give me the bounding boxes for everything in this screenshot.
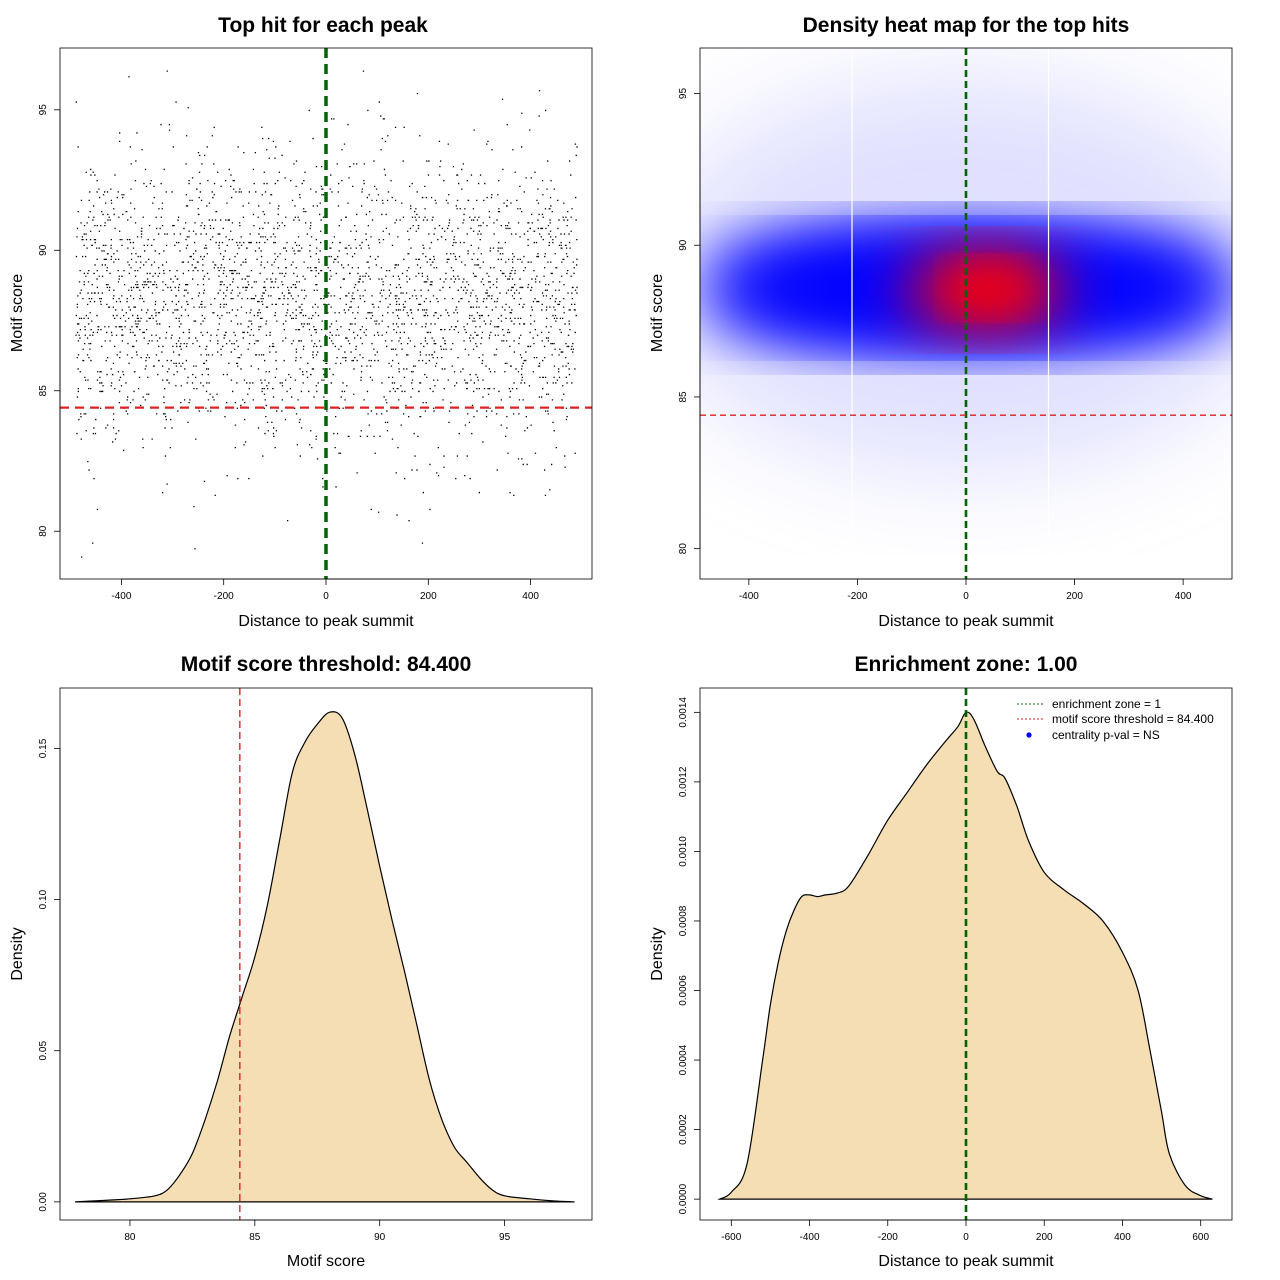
- y-tick-label: 0.0000: [678, 1183, 689, 1214]
- x-tick-label: 90: [374, 1232, 386, 1243]
- y-tick-label: 95: [678, 88, 689, 100]
- x-tick-label: -400: [111, 591, 131, 602]
- legend-label-centrality: centrality p-val = NS: [1052, 728, 1160, 742]
- legend-label-threshold: motif score threshold = 84.400: [1052, 712, 1214, 726]
- score-density-panel: Motif score threshold: 84.400 80 85 90 95 0…: [9, 653, 593, 1270]
- scatter-x-label: Distance to peak summit: [238, 613, 414, 630]
- x-tick-label: 85: [249, 1232, 261, 1243]
- x-tick-label: -200: [878, 1232, 898, 1243]
- scatter-point-cloud: [75, 70, 578, 558]
- x-tick-label: 200: [420, 591, 437, 602]
- y-tick-label: 90: [38, 244, 49, 256]
- distance-density-x-axis: -600 -400 -200 0 200 400 600: [721, 1219, 1209, 1243]
- x-tick-label: 0: [963, 1232, 969, 1243]
- heatmap-y-label: Motif score: [649, 274, 666, 352]
- scatter-title: Top hit for each peak: [218, 14, 428, 37]
- heatmap-title: Density heat map for the top hits: [803, 14, 1130, 37]
- score-density-title: Motif score threshold: 84.400: [181, 653, 472, 676]
- heatmap-x-axis: -400 -200 0 200 400: [739, 578, 1192, 602]
- y-tick-label: 0.10: [38, 889, 49, 909]
- y-tick-label: 80: [38, 525, 49, 537]
- score-density-x-label: Motif score: [287, 1253, 365, 1270]
- legend-blue-point: [1026, 732, 1032, 738]
- y-tick-label: 0.0004: [678, 1044, 689, 1075]
- y-tick-label: 80: [678, 543, 689, 555]
- scatter-y-label: Motif score: [9, 274, 26, 352]
- scatter-y-axis: 80 85 90 95: [38, 104, 61, 537]
- y-tick-label: 0.15: [38, 738, 49, 758]
- x-tick-label: 400: [522, 591, 539, 602]
- x-tick-label: 0: [323, 591, 329, 602]
- y-tick-label: 90: [678, 239, 689, 251]
- y-tick-label: 0.0006: [678, 975, 689, 1006]
- y-tick-label: 0.0014: [678, 697, 689, 728]
- y-tick-label: 0.05: [38, 1041, 49, 1061]
- scatter-x-axis: -400 -200 0 200 400: [111, 578, 539, 602]
- scatter-points: [75, 70, 578, 558]
- y-tick-label: 0.0010: [678, 836, 689, 867]
- legend-label-enrichment: enrichment zone = 1: [1052, 697, 1161, 711]
- distance-density-y-axis: 0.0000 0.0002 0.0004 0.0006 0.0008 0.0010 0.00…: [678, 697, 701, 1214]
- score-density-y-label: Density: [9, 927, 26, 980]
- score-density-x-axis: 80 85 90 95: [124, 1219, 511, 1243]
- distance-density-title: Enrichment zone: 1.00: [855, 653, 1078, 676]
- distance-density-panel: Enrichment zone: 1.00 -600 -400 -200 0 200 40…: [649, 653, 1233, 1270]
- y-tick-label: 0.0008: [678, 905, 689, 936]
- distance-density-y-label: Density: [649, 927, 666, 980]
- x-tick-label: -400: [800, 1232, 820, 1243]
- x-tick-label: 600: [1192, 1232, 1209, 1243]
- legend: enrichment zone = 1 motif score threshol…: [1017, 697, 1214, 742]
- x-tick-label: -200: [214, 591, 234, 602]
- score-density-curve: [74, 711, 575, 1203]
- distance-density-x-label: Distance to peak summit: [878, 1253, 1054, 1270]
- y-tick-label: 0.0002: [678, 1114, 689, 1145]
- heatmap-x-label: Distance to peak summit: [878, 613, 1054, 630]
- x-tick-label: -200: [847, 591, 867, 602]
- x-tick-label: -400: [739, 591, 759, 602]
- scatter-panel: Top hit for each peak -400 -200 0 200 400 80…: [9, 14, 593, 630]
- x-tick-label: 95: [499, 1232, 511, 1243]
- x-tick-label: 80: [124, 1232, 136, 1243]
- x-tick-label: 400: [1114, 1232, 1131, 1243]
- y-tick-label: 95: [38, 104, 49, 116]
- score-density-y-axis: 0.00 0.05 0.10 0.15: [38, 738, 61, 1212]
- x-tick-label: 200: [1066, 591, 1083, 602]
- y-tick-label: 0.0012: [678, 766, 689, 797]
- heatmap-red-peak: [956, 266, 1028, 310]
- heatmap-density: [700, 48, 1232, 579]
- x-tick-label: 200: [1036, 1232, 1053, 1243]
- x-tick-label: 400: [1175, 591, 1192, 602]
- y-tick-label: 0.00: [38, 1192, 49, 1212]
- heatmap-y-axis: 80 85 90 95: [678, 88, 701, 555]
- x-tick-label: 0: [963, 591, 969, 602]
- y-tick-label: 85: [38, 385, 49, 397]
- heatmap-panel: Density heat map for the top hits -400 -2…: [649, 14, 1233, 630]
- y-tick-label: 85: [678, 391, 689, 403]
- x-tick-label: -600: [721, 1232, 741, 1243]
